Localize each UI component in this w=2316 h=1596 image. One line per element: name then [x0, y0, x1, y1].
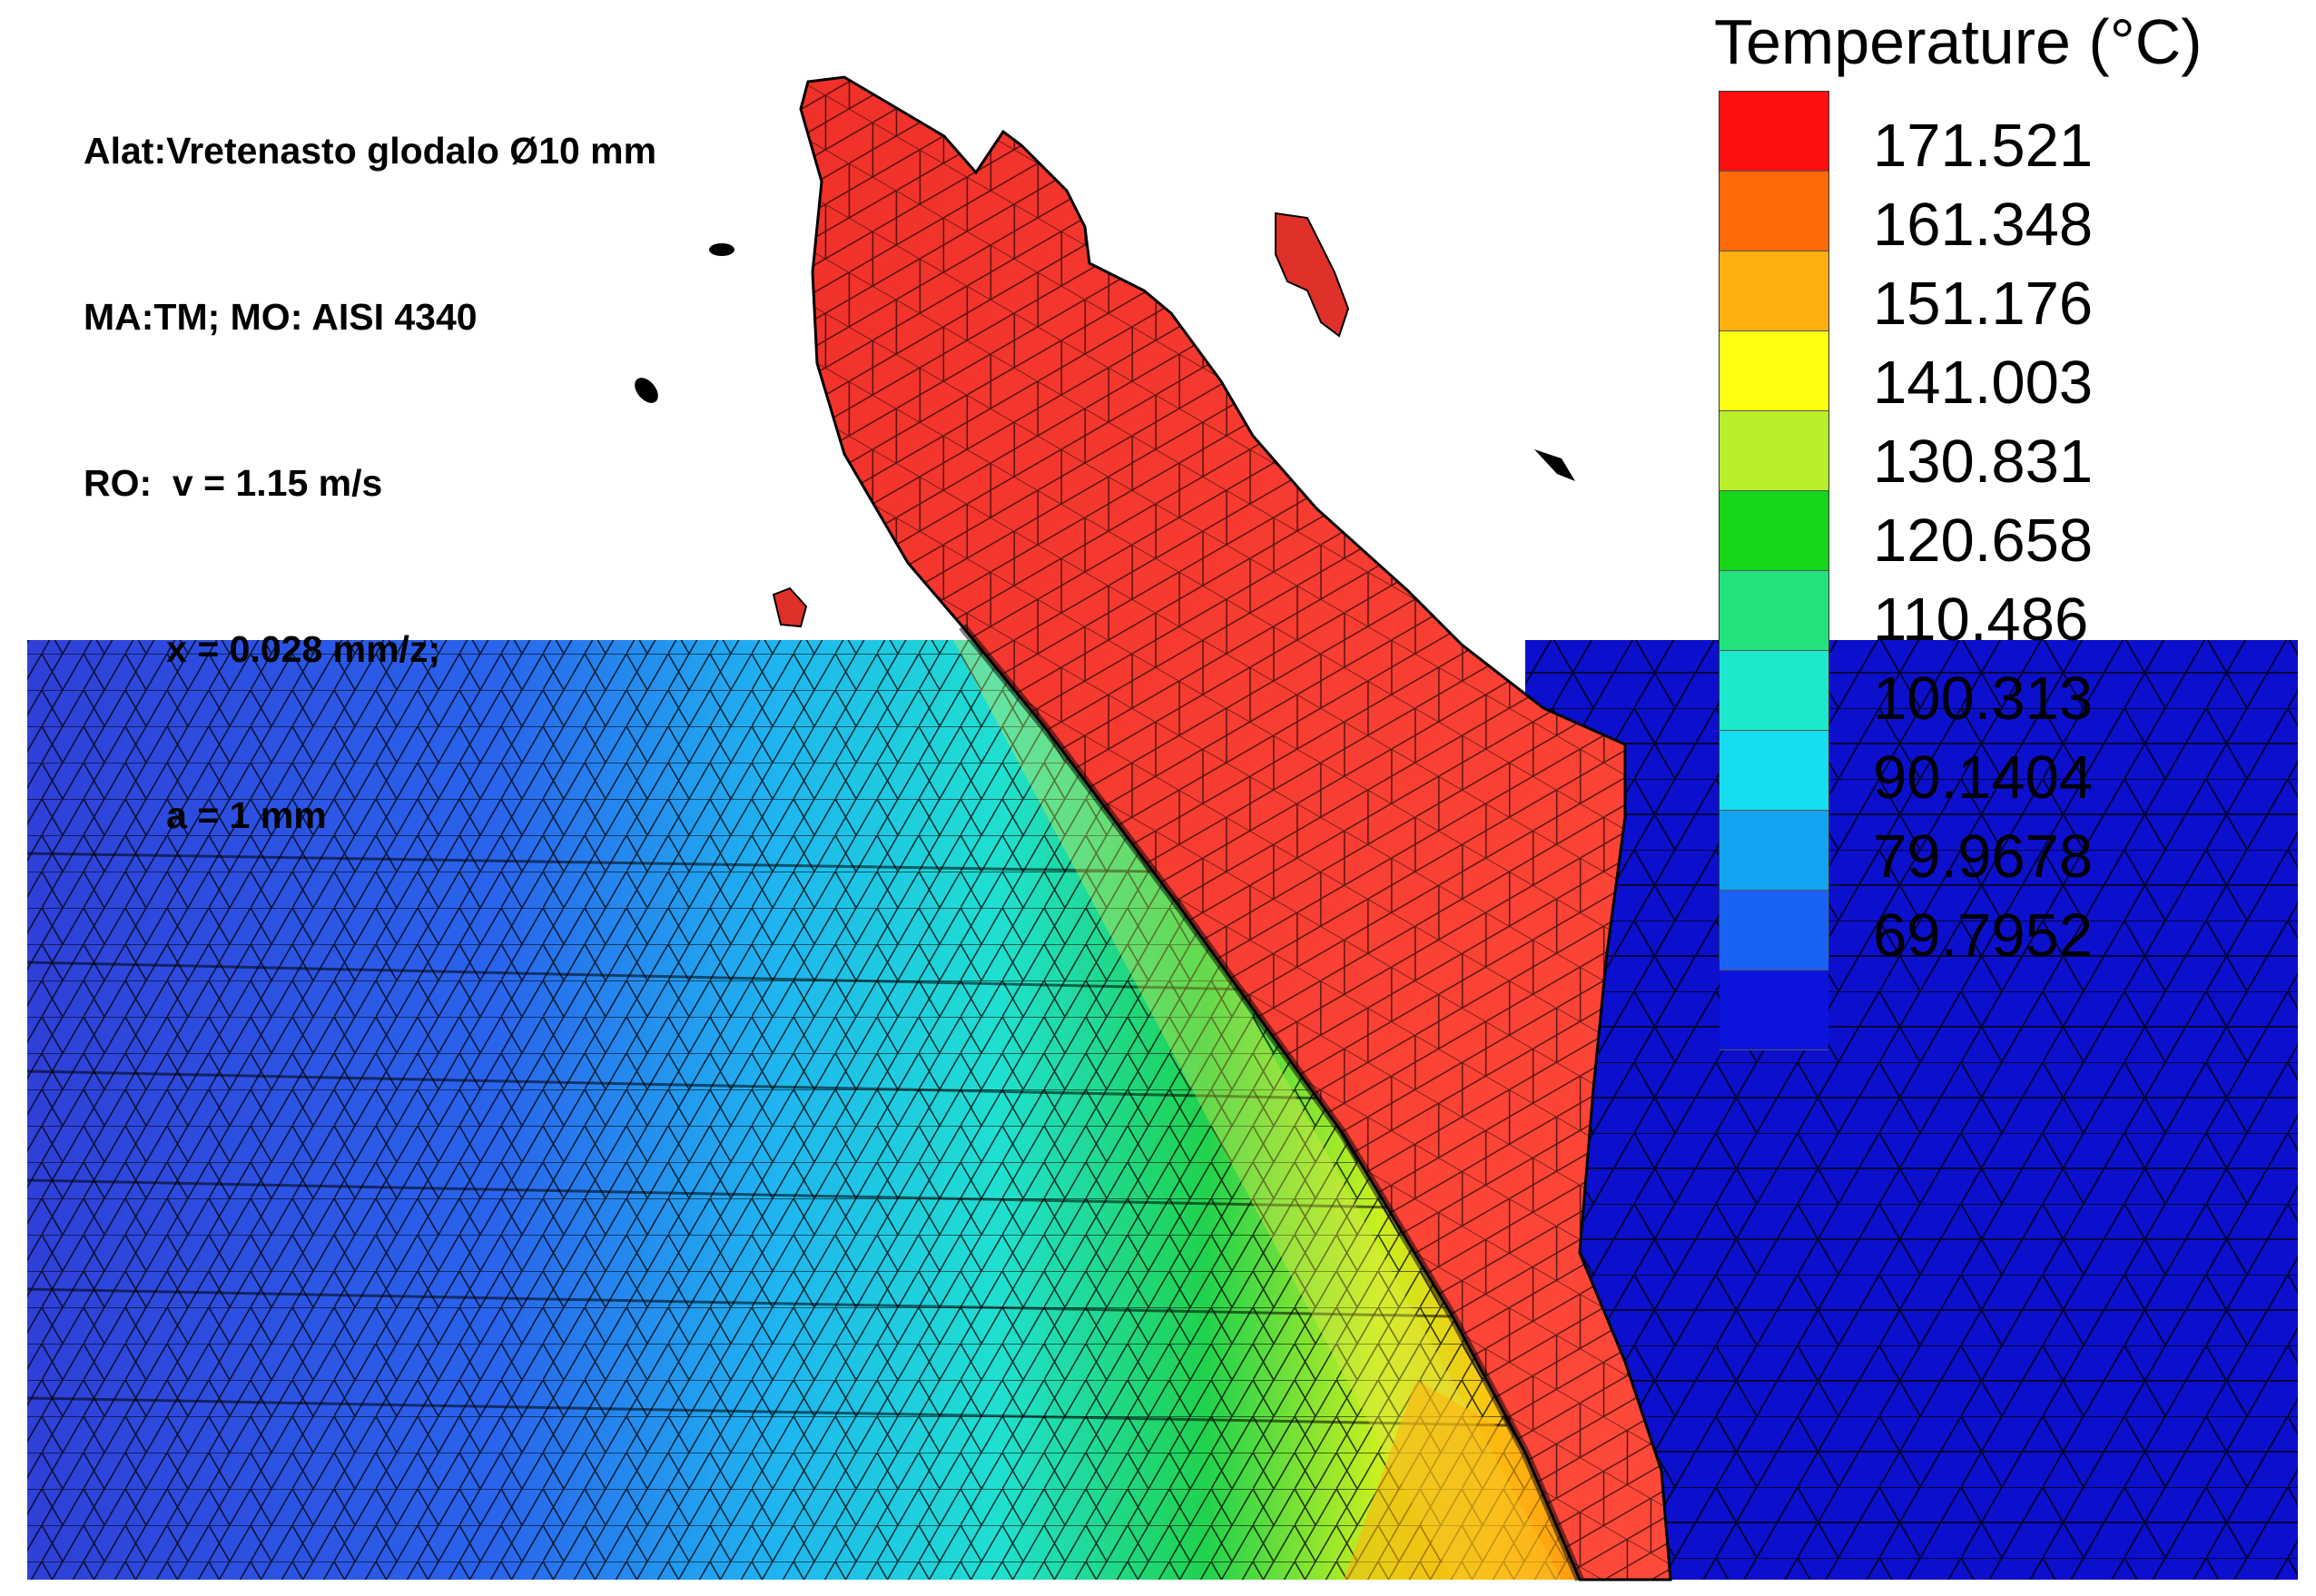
legend-tick-label: 110.486: [1873, 586, 2089, 654]
legend-tick-label: 161.348: [1873, 191, 2094, 259]
legend-swatch: [1720, 331, 1828, 411]
legend-tick-label: 90.1404: [1873, 744, 2094, 812]
legend-swatch: [1720, 491, 1828, 571]
material-info: MA:TM; MO: AISI 4340: [84, 296, 478, 338]
legend-swatch: [1720, 411, 1828, 491]
feed-per-tooth: x = 0.028 mm/z;: [84, 628, 441, 670]
legend-swatch: [1720, 571, 1828, 651]
legend-tick-label: 171.521: [1873, 112, 2094, 180]
chip-fragments: [635, 212, 1575, 628]
milling-tool-tooth: [799, 75, 1672, 1581]
legend-tick-label: 79.9678: [1873, 823, 2094, 891]
legend-swatch: [1720, 172, 1828, 251]
legend-swatch: [1720, 731, 1828, 811]
tool-description: Alat:Vretenasto glodalo Ø10 mm: [84, 130, 657, 172]
legend-tick-label: 151.176: [1873, 270, 2094, 338]
legend-swatch: [1720, 92, 1828, 172]
legend-swatch: [1720, 891, 1828, 970]
workpiece-right: [1525, 640, 2298, 1580]
cutting-speed: RO: v = 1.15 m/s: [84, 462, 383, 504]
legend-tick-label: 141.003: [1873, 349, 2094, 417]
legend-swatch: [1720, 251, 1828, 331]
temperature-color-bar: [1719, 91, 1829, 1050]
legend-swatch: [1720, 811, 1828, 891]
process-parameters: Alat:Vretenasto glodalo Ø10 mm MA:TM; MO…: [84, 13, 656, 899]
legend-tick-label: 100.313: [1873, 665, 2094, 733]
legend-title: Temperature (°C): [1714, 6, 2203, 77]
legend-swatch: [1720, 970, 1828, 1050]
legend-tick-label: 130.831: [1873, 428, 2094, 496]
workpiece-left: [26, 640, 1598, 1580]
legend-tick-label: 120.658: [1873, 507, 2094, 575]
depth-of-cut: a = 1 mm: [84, 794, 327, 836]
legend-tick-label: 69.7952: [1873, 901, 2094, 970]
legend-swatch: [1720, 651, 1828, 731]
